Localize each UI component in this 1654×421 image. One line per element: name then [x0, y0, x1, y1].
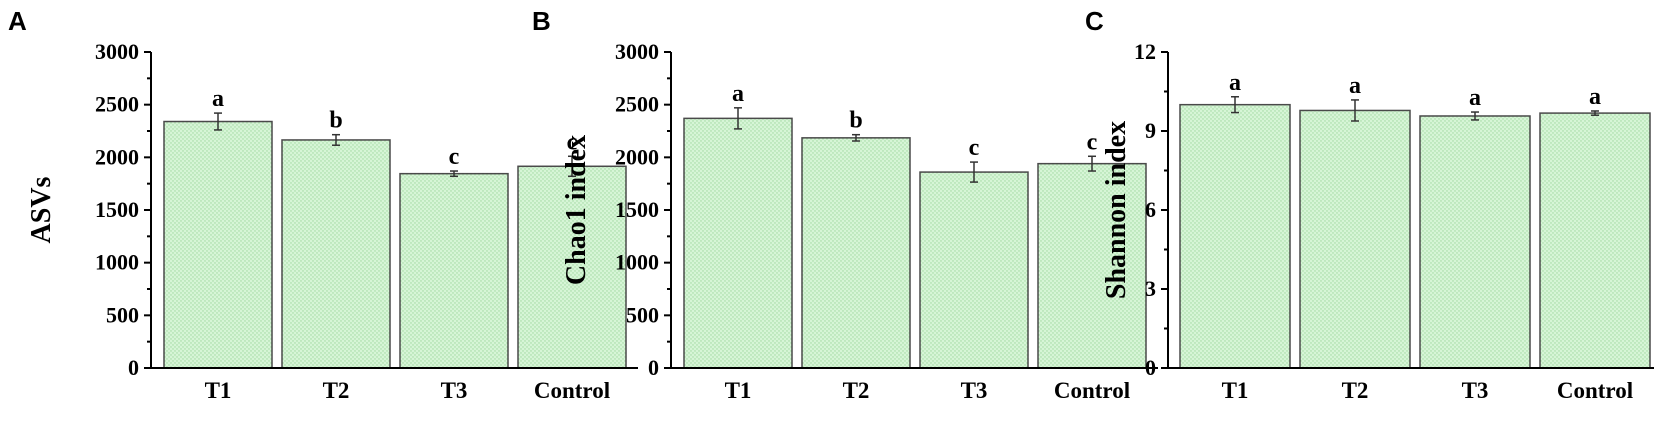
panel-letter: C [1085, 6, 1104, 36]
significance-label: b [849, 108, 862, 134]
category-label: Control [1054, 378, 1130, 403]
y-tick-label: 3000 [615, 39, 659, 64]
significance-label: c [1087, 129, 1098, 155]
category-label: T3 [441, 378, 468, 403]
panel-b: BaT1bT2cT3cControl0500100015002000250030… [532, 6, 1158, 403]
significance-label: a [212, 86, 224, 112]
bar-t3 [399, 172, 509, 369]
category-label: T1 [725, 378, 752, 403]
significance-label: a [1229, 70, 1241, 96]
bar-t2 [1299, 109, 1411, 369]
bar-t3 [1419, 115, 1531, 369]
bar-t1 [683, 117, 793, 369]
y-tick-label: 12 [1134, 39, 1156, 64]
category-label: T1 [205, 378, 232, 403]
y-tick-label: 2500 [615, 92, 659, 117]
category-label: T3 [961, 378, 988, 403]
significance-label: c [567, 129, 578, 155]
bar-t2 [281, 139, 391, 369]
category-label: T2 [1342, 378, 1369, 403]
panel-c: Ca T1 a T2 a T3 a Control 0 3 6 9 12 Shannon index [1085, 6, 1654, 403]
bar-control [1037, 162, 1147, 369]
chart-panels: AaT1bT2cT3cControl0500100015002000250030… [8, 6, 1654, 403]
significance-label: c [449, 144, 460, 170]
bar-t1 [1179, 103, 1291, 369]
significance-label: a [1469, 85, 1481, 111]
panel-a: Aa T1 b T2 c T3 c Control 0 500 1000 1500 2000 2500 30… [8, 6, 638, 403]
y-tick-label: 1500 [95, 197, 139, 222]
bar-t2 [801, 137, 911, 369]
category-label: Control [1557, 378, 1633, 403]
panel-letter: A [8, 6, 27, 36]
significance-label: a [1589, 84, 1601, 110]
y-tick-label: 6 [1145, 197, 1156, 222]
y-tick-label: 1500 [615, 197, 659, 222]
y-axis-label: Chao1 index [561, 135, 592, 285]
y-tick-label: 0 [1145, 355, 1156, 380]
y-tick-label: 1000 [615, 250, 659, 275]
significance-label: a [1349, 73, 1361, 99]
bar-control [1539, 112, 1651, 369]
category-label: T2 [323, 378, 350, 403]
bar-t3 [919, 171, 1029, 369]
y-tick-label: 1000 [95, 250, 139, 275]
y-axis-label: Shannon index [1101, 121, 1132, 299]
y-tick-label: 9 [1145, 118, 1156, 143]
y-tick-label: 0 [648, 355, 659, 380]
y-axis-label: ASVs [26, 176, 57, 243]
bar-t1 [163, 120, 273, 369]
category-label: Control [534, 378, 610, 403]
y-tick-label: 500 [626, 302, 659, 327]
y-tick-label: 0 [128, 355, 139, 380]
y-tick-label: 500 [106, 302, 139, 327]
y-tick-label: 3 [1145, 276, 1156, 301]
significance-label: a [732, 81, 744, 107]
bar-control [517, 165, 627, 369]
y-tick-label: 3000 [95, 39, 139, 64]
y-tick-label: 2000 [615, 144, 659, 169]
y-tick-label: 2500 [95, 92, 139, 117]
category-label: T2 [843, 378, 870, 403]
category-label: T1 [1222, 378, 1249, 403]
significance-label: c [969, 135, 980, 161]
panel-letter: B [532, 6, 551, 36]
category-label: T3 [1462, 378, 1489, 403]
y-tick-label: 2000 [95, 144, 139, 169]
significance-label: b [329, 108, 342, 134]
